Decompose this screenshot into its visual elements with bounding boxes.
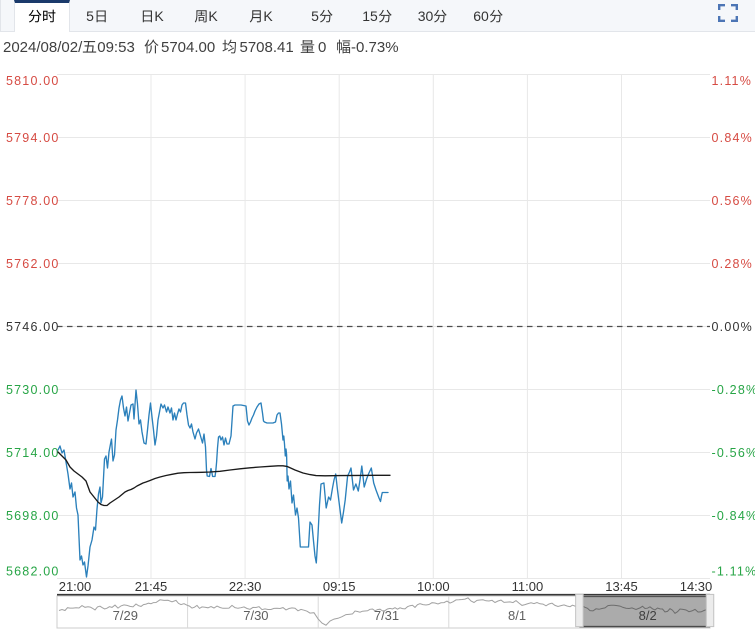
svg-text:-0.84%: -0.84% — [712, 509, 755, 523]
svg-text:-0.28%: -0.28% — [712, 383, 755, 397]
svg-text:5778.00: 5778.00 — [6, 194, 60, 208]
svg-text:5810.00: 5810.00 — [6, 74, 60, 88]
svg-text:5698.00: 5698.00 — [6, 509, 60, 523]
svg-text:-0.56%: -0.56% — [712, 446, 755, 460]
svg-text:22:30: 22:30 — [229, 579, 262, 594]
svg-text:5746.00: 5746.00 — [6, 320, 60, 334]
svg-text:0.28%: 0.28% — [712, 257, 753, 271]
svg-text:-1.11%: -1.11% — [712, 564, 755, 578]
svg-text:7/29: 7/29 — [113, 608, 138, 623]
svg-text:5762.00: 5762.00 — [6, 257, 60, 271]
svg-text:8/1: 8/1 — [508, 608, 526, 623]
svg-text:5794.00: 5794.00 — [6, 131, 60, 145]
svg-text:0.00%: 0.00% — [712, 320, 753, 334]
svg-text:10:00: 10:00 — [417, 579, 450, 594]
svg-text:21:00: 21:00 — [59, 579, 92, 594]
svg-text:09:15: 09:15 — [323, 579, 356, 594]
svg-text:7/31: 7/31 — [374, 608, 399, 623]
svg-text:0.56%: 0.56% — [712, 194, 753, 208]
svg-text:0.84%: 0.84% — [712, 131, 753, 145]
svg-text:5730.00: 5730.00 — [6, 383, 60, 397]
svg-text:21:45: 21:45 — [135, 579, 168, 594]
svg-text:11:00: 11:00 — [512, 579, 544, 594]
svg-text:5714.00: 5714.00 — [6, 446, 60, 460]
svg-text:8/2: 8/2 — [639, 608, 657, 623]
svg-text:13:45: 13:45 — [605, 579, 638, 594]
svg-text:7/30: 7/30 — [243, 608, 268, 623]
svg-text:14:30: 14:30 — [680, 579, 713, 594]
svg-text:1.11%: 1.11% — [712, 74, 753, 88]
svg-text:5682.00: 5682.00 — [6, 564, 60, 578]
